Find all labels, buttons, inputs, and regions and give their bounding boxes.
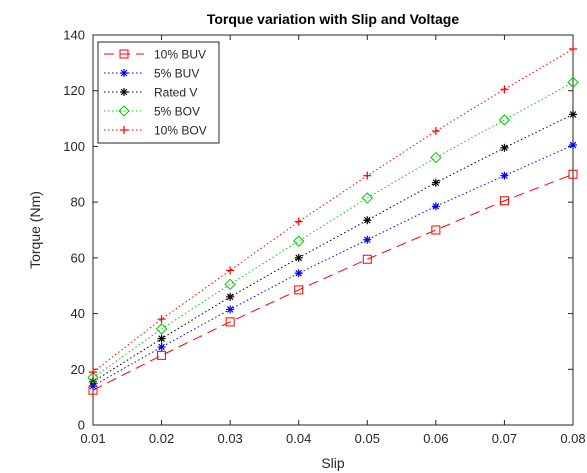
data-point <box>431 127 440 136</box>
data-point <box>568 169 578 179</box>
legend-box <box>97 41 220 144</box>
series-0 <box>88 169 578 395</box>
legend-label: 10% BUV <box>154 48 206 62</box>
y-tick-label: 0 <box>78 418 85 433</box>
data-point <box>87 371 99 384</box>
data-point <box>294 285 304 295</box>
series-line <box>92 173 574 391</box>
series-line <box>92 81 574 379</box>
data-point <box>155 323 168 335</box>
legend-marker <box>118 105 130 117</box>
y-tick-label: 120 <box>63 83 85 98</box>
data-point <box>363 235 372 244</box>
legend-marker <box>120 69 128 77</box>
x-axis-label: Slip <box>321 455 345 471</box>
data-point <box>500 143 509 152</box>
y-tick-label: 40 <box>71 306 85 321</box>
x-tick-label: 0.02 <box>149 431 174 446</box>
data-point <box>431 178 440 187</box>
legend-marker <box>119 49 129 59</box>
data-point <box>89 368 97 377</box>
data-point <box>500 85 509 94</box>
data-point <box>500 171 509 180</box>
series-line <box>92 48 574 373</box>
data-point <box>294 253 303 262</box>
data-point <box>567 76 579 89</box>
data-point <box>431 225 441 235</box>
data-point <box>157 334 166 343</box>
x-tick-label: 0.04 <box>286 431 311 446</box>
x-tick-label: 0.08 <box>560 431 585 446</box>
y-tick-label: 140 <box>63 28 85 43</box>
legend-item: 5% BOV <box>104 105 200 119</box>
data-point <box>569 44 577 53</box>
data-point <box>224 278 236 291</box>
y-tick-label: 60 <box>71 250 85 265</box>
legend-item: 10% BOV <box>104 124 207 138</box>
legend-label: 10% BOV <box>154 124 207 138</box>
legend-marker <box>120 88 128 96</box>
data-point <box>569 110 577 119</box>
x-tick-label: 0.07 <box>492 431 517 446</box>
legend-item: 10% BUV <box>104 48 206 62</box>
data-point <box>430 151 442 164</box>
data-point <box>498 114 511 126</box>
data-point <box>363 216 372 225</box>
data-point <box>294 269 303 278</box>
data-point <box>225 317 235 327</box>
x-tick-label: 0.05 <box>355 431 380 446</box>
y-tick-label: 100 <box>63 139 85 154</box>
series-line <box>92 144 574 387</box>
y-tick-label: 80 <box>71 195 85 210</box>
x-tick-label: 0.01 <box>80 431 105 446</box>
series-2 <box>89 110 577 386</box>
legend-item: 5% BUV <box>104 67 199 81</box>
legend: 10% BUV 5% BUV Rated V 5% BOV 10% BOV <box>97 41 220 144</box>
data-point <box>226 292 235 301</box>
legend-label: 5% BOV <box>154 105 200 119</box>
data-point <box>363 171 372 180</box>
data-point <box>362 254 372 264</box>
data-point <box>293 235 305 247</box>
data-point <box>226 305 235 314</box>
data-point <box>226 266 235 275</box>
data-point <box>569 141 577 150</box>
legend-marker <box>120 126 128 134</box>
data-point <box>157 343 166 351</box>
data-point <box>499 196 509 206</box>
data-point <box>157 350 167 360</box>
chart-title: Torque variation with Slip and Voltage <box>207 11 459 27</box>
legend-item: Rated V <box>104 86 197 100</box>
data-point <box>361 192 373 204</box>
data-point <box>431 202 440 211</box>
y-tick-label: 20 <box>71 362 85 377</box>
data-point <box>294 217 303 226</box>
series-line <box>92 113 574 383</box>
x-tick-label: 0.06 <box>423 431 448 446</box>
series-3 <box>87 76 579 384</box>
data-point <box>89 377 97 386</box>
data-point <box>157 315 166 324</box>
y-axis-label: Torque (Nm) <box>27 191 43 269</box>
legend-label: 5% BUV <box>154 67 199 81</box>
x-tick-label: 0.03 <box>217 431 242 446</box>
legend-label: Rated V <box>154 86 197 100</box>
series-4 <box>89 44 577 377</box>
